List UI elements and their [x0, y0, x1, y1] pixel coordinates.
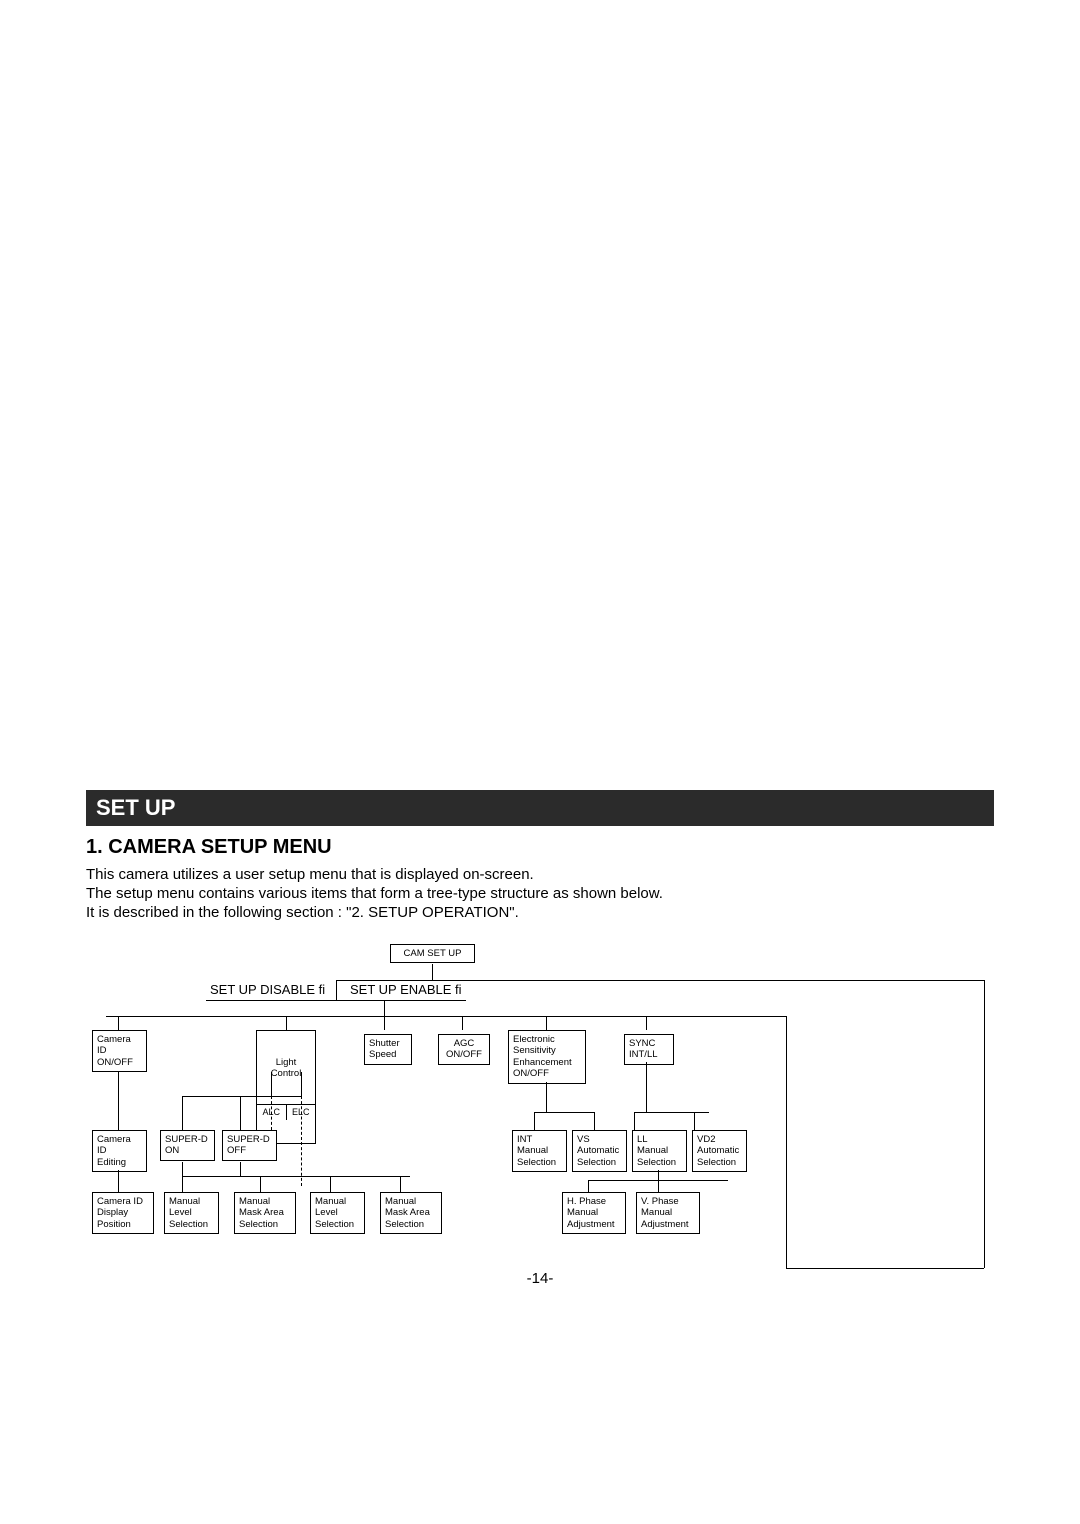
node-vd2-auto: VD2 Automatic Selection	[692, 1130, 747, 1172]
node-camera-id: Camera ID ON/OFF	[92, 1030, 147, 1072]
setup-header-bar: SET UP	[86, 790, 994, 826]
node-vphase: V. Phase Manual Adjustment	[636, 1192, 700, 1234]
label-disable: SET UP DISABLE ﬁ	[208, 982, 327, 997]
node-light-control-text: Light Control	[261, 1057, 311, 1080]
node-vs-auto: VS Automatic Selection	[572, 1130, 627, 1172]
node-ll-manual: LL Manual Selection	[632, 1130, 687, 1172]
label-enable: SET UP ENABLE ﬁ	[348, 982, 464, 997]
node-cam-id-edit: Camera ID Editing	[92, 1130, 147, 1172]
setup-tree-diagram: CAM SET UP SET UP DISABLE ﬁ SET UP ENABL…	[86, 930, 994, 1290]
node-sync: SYNC INT/LL	[624, 1034, 674, 1065]
node-man-level1: Manual Level Selection	[164, 1192, 219, 1234]
page-number: -14-	[0, 1270, 1080, 1287]
node-man-level2: Manual Level Selection	[310, 1192, 365, 1234]
node-superd-on: SUPER-D ON	[160, 1130, 215, 1161]
node-hphase: H. Phase Manual Adjustment	[562, 1192, 626, 1234]
intro-line3: It is described in the following section…	[86, 904, 663, 923]
node-light-control: Light Control ALC ELC	[256, 1030, 316, 1144]
node-int-manual: INT Manual Selection	[512, 1130, 567, 1172]
node-cam-id-pos: Camera ID Display Position	[92, 1192, 154, 1234]
node-man-mask2: Manual Mask Area Selection	[380, 1192, 442, 1234]
node-shutter: Shutter Speed	[364, 1034, 412, 1065]
section-title: 1. CAMERA SETUP MENU	[86, 836, 332, 859]
intro-line2: The setup menu contains various items th…	[86, 885, 663, 904]
node-agc: AGC ON/OFF	[438, 1034, 490, 1065]
setup-header-title: SET UP	[96, 795, 175, 821]
node-superd-off: SUPER-D OFF	[222, 1130, 277, 1161]
node-man-mask1: Manual Mask Area Selection	[234, 1192, 296, 1234]
intro-line1: This camera utilizes a user setup menu t…	[86, 866, 663, 885]
intro-text: This camera utilizes a user setup menu t…	[86, 866, 663, 922]
node-cam-setup: CAM SET UP	[390, 944, 475, 963]
node-sens: Electronic Sensitivity Enhancement ON/OF…	[508, 1030, 586, 1084]
